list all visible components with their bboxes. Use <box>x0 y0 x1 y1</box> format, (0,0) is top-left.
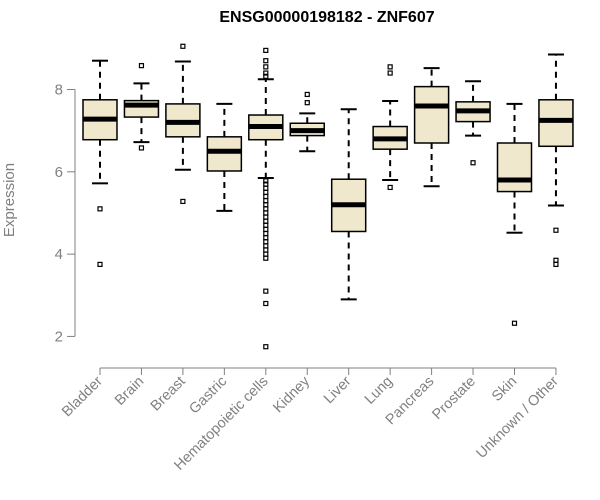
outlier-point <box>263 198 269 204</box>
outlier-point <box>263 214 269 220</box>
outlier-point <box>553 257 559 263</box>
outlier-point <box>263 58 269 64</box>
outlier-point <box>553 227 559 233</box>
outlier-point <box>138 63 145 69</box>
box-breast <box>165 43 201 205</box>
outlier-point <box>263 235 269 241</box>
outlier-point <box>263 243 269 249</box>
x-tick-label: Skin <box>489 374 520 405</box>
outlier-point <box>387 64 393 70</box>
outlier-point <box>263 210 269 216</box>
outlier-point <box>263 255 269 261</box>
outlier-point <box>263 73 269 79</box>
box-liver <box>330 108 367 301</box>
outlier-point <box>263 218 269 224</box>
outlier-point <box>263 189 269 195</box>
box-iqr <box>206 136 243 172</box>
x-tick-label: Brain <box>112 374 147 409</box>
box-iqr <box>538 99 574 148</box>
outlier-point <box>180 198 186 205</box>
outlier-point <box>180 43 186 49</box>
outlier-point <box>263 251 269 257</box>
y-tick-label: 6 <box>55 164 63 181</box>
box-unknown-other <box>538 53 574 268</box>
outlier-point <box>97 206 103 212</box>
outlier-point <box>304 100 310 106</box>
x-tick-label: Bladder <box>59 373 106 420</box>
outlier-point <box>263 193 269 200</box>
x-tick-label: Liver <box>321 373 355 407</box>
outlier-point <box>263 47 269 54</box>
box-skin <box>496 102 533 326</box>
outlier-point <box>304 91 310 98</box>
outlier-point <box>263 300 269 307</box>
outlier-point <box>470 160 476 166</box>
outlier-point <box>387 184 393 191</box>
x-tick-label: Kidney <box>270 373 313 416</box>
outlier-point <box>387 70 393 76</box>
outlier-point <box>553 261 559 268</box>
box-brain <box>123 63 160 151</box>
box-prostate <box>455 80 491 166</box>
outlier-point <box>263 202 269 208</box>
boxes <box>82 43 574 350</box>
outlier-point <box>263 185 269 191</box>
x-tick-label: Breast <box>148 374 189 415</box>
y-tick-label: 4 <box>55 246 63 263</box>
outlier-point <box>97 261 103 268</box>
outlier-point <box>263 247 269 253</box>
x-tick-label: Prostate <box>429 374 478 423</box>
box-hematopoietic-cells <box>248 47 284 350</box>
x-tick-label: Lung <box>362 374 396 408</box>
box-pancreas <box>413 67 450 188</box>
outlier-point <box>263 70 269 76</box>
y-axis: 2 4 6 8 <box>55 82 76 345</box>
y-tick-label: 8 <box>55 82 63 99</box>
outlier-point <box>263 226 269 233</box>
outlier-point <box>138 145 145 151</box>
outlier-point <box>263 239 269 245</box>
outlier-point <box>263 230 269 237</box>
outlier-point <box>263 222 269 228</box>
outlier-point <box>263 178 269 184</box>
outlier-point <box>511 320 518 326</box>
outlier-point <box>263 288 269 294</box>
outlier-point <box>263 344 269 350</box>
y-axis-label: Expression <box>1 163 18 237</box>
box-gastric <box>206 102 243 212</box>
outlier-point <box>263 206 269 212</box>
box-lung <box>372 64 408 191</box>
box-bladder <box>82 59 118 268</box>
y-tick-label: 2 <box>55 328 63 345</box>
box-iqr <box>413 85 450 144</box>
chart-title: ENSG00000198182 - ZNF607 <box>219 9 434 26</box>
box-iqr <box>496 142 533 193</box>
box-kidney <box>289 91 325 153</box>
outlier-point <box>263 64 269 70</box>
